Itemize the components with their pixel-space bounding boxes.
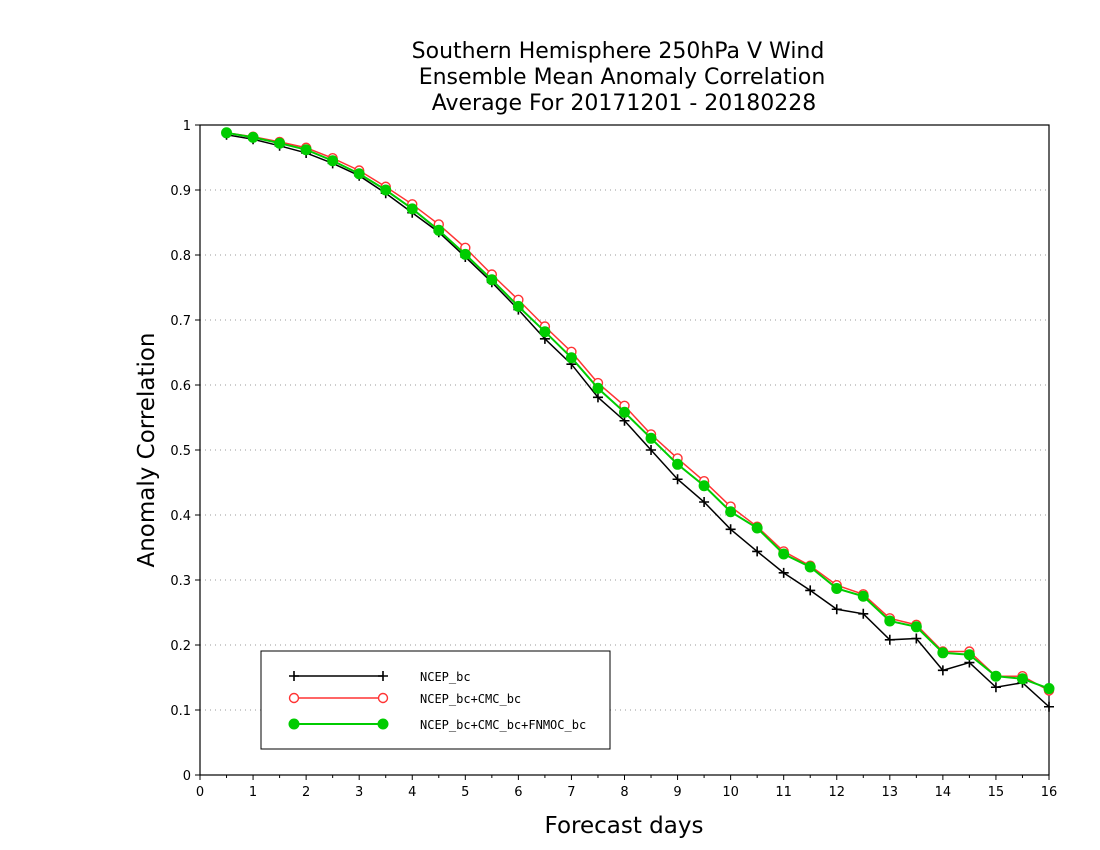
series-2-point-21 [778,548,790,560]
series-0-point-25 [884,634,895,645]
series-2-point-0 [221,127,233,139]
series-2-point-25 [884,615,896,627]
series-2-point-18 [698,480,710,492]
legend-marker-right-0 [378,671,388,681]
series-2-point-9 [459,248,471,260]
axis-ticks: 00.10.20.30.40.50.60.70.80.910 1 2 3 4 5 6 7 8 9 1… [170,119,1057,800]
series-0-point-26 [911,633,922,644]
series-0-point-29 [990,682,1001,693]
legend: NCEP_bc NCEP_bc+CMC_bc NCEP_bc+CMC_bc+FN… [260,650,611,750]
x-tick-label-8: 8 [620,785,628,800]
series-2-point-11 [512,300,524,312]
series-2-point-24 [857,590,869,602]
series-0-point-18 [699,497,710,507]
x-tick-label-5: 5 [461,785,469,800]
series-2-point-5 [353,168,365,180]
series-2-point-27 [937,647,949,659]
chart-title-line-1: Southern Hemisphere 250hPa V Wind [412,39,825,64]
series-2-point-2 [274,137,286,149]
x-tick-label-9: 9 [673,785,681,800]
legend-marker-left-1 [288,692,300,704]
series-2-point-17 [672,458,684,470]
series-2-point-12 [539,326,551,338]
series-2-point-22 [804,561,816,573]
series-2 [221,127,1055,695]
series-0-point-22 [805,585,816,596]
x-tick-label-13: 13 [882,785,899,800]
x-tick-label-11: 11 [775,785,792,800]
series-1 [221,127,1055,696]
chart-title-line-2: Ensemble Mean Anomaly Correlation [419,65,826,90]
series-line-1 [226,132,1050,692]
y-tick-label-3: 0.3 [170,574,191,589]
series-2-point-19 [725,506,737,518]
legend-box [260,650,611,750]
series-2-point-20 [751,522,763,534]
y-tick-label-10: 1 [183,119,191,134]
data-series [221,127,1055,712]
x-tick-label-6: 6 [514,785,522,800]
x-tick-label-4: 4 [408,785,416,800]
series-0-point-27 [937,665,948,676]
series-2-point-3 [300,144,312,156]
legend-marker-right-1 [377,692,389,704]
x-tick-label-0: 0 [196,785,204,800]
series-0-point-23 [831,604,842,615]
x-axis-title: Forecast days [545,813,704,839]
y-tick-label-4: 0.4 [170,509,191,524]
x-tick-label-12: 12 [828,785,845,800]
series-0-point-19 [725,524,736,535]
y-tick-label-5: 0.5 [170,444,191,459]
y-tick-label-8: 0.8 [170,249,191,264]
series-2-point-26 [910,621,922,633]
legend-label-ncep-cmc-fnmoc: NCEP_bc+CMC_bc+FNMOC_bc [420,718,586,732]
series-0-point-16 [646,445,657,455]
series-2-point-23 [831,582,843,594]
legend-label-ncep-cmc: NCEP_bc+CMC_bc [420,692,521,706]
y-tick-label-9: 0.9 [170,184,191,199]
series-2-point-15 [619,406,630,418]
series-0-point-21 [778,567,789,578]
series-2-point-1 [247,131,259,143]
y-tick-label-2: 0.2 [170,639,191,654]
series-0-point-17 [672,474,683,485]
series-2-point-14 [592,382,604,394]
x-tick-label-15: 15 [988,785,1005,800]
series-2-point-7 [406,203,418,215]
x-tick-label-2: 2 [302,785,310,800]
y-axis-title: Anomaly Correlation [134,332,160,567]
x-tick-label-10: 10 [722,785,739,800]
x-tick-label-1: 1 [249,785,257,800]
series-2-point-13 [565,352,577,364]
series-2-point-16 [645,432,657,444]
series-2-point-31 [1043,683,1055,695]
x-tick-label-14: 14 [935,785,952,800]
series-2-point-6 [380,184,392,196]
y-tick-label-7: 0.7 [170,314,191,329]
series-0-point-31 [1044,701,1054,712]
series-0-point-14 [592,392,603,403]
y-tick-label-0: 0 [183,769,191,784]
series-2-point-8 [433,224,445,236]
series-0-point-20 [752,546,763,557]
series-2-point-28 [963,649,975,661]
series-2-point-29 [990,670,1002,682]
y-tick-label-1: 0.1 [170,704,191,719]
legend-marker-right-2 [377,718,389,730]
x-tick-label-7: 7 [567,785,575,800]
series-line-2 [226,131,1050,690]
x-tick-label-16: 16 [1041,785,1058,800]
x-tick-label-3: 3 [355,785,363,800]
legend-label-ncep-bc: NCEP_bc [420,670,471,684]
legend-marker-left-2 [288,718,300,730]
series-2-point-4 [327,155,339,167]
series-0-point-24 [858,608,869,619]
chart-title-line-3: Average For 20171201 - 20180228 [432,91,817,116]
legend-marker-left-0 [289,671,299,681]
series-2-point-30 [1016,673,1028,685]
series-2-point-10 [486,274,498,286]
y-tick-label-6: 0.6 [170,379,191,394]
